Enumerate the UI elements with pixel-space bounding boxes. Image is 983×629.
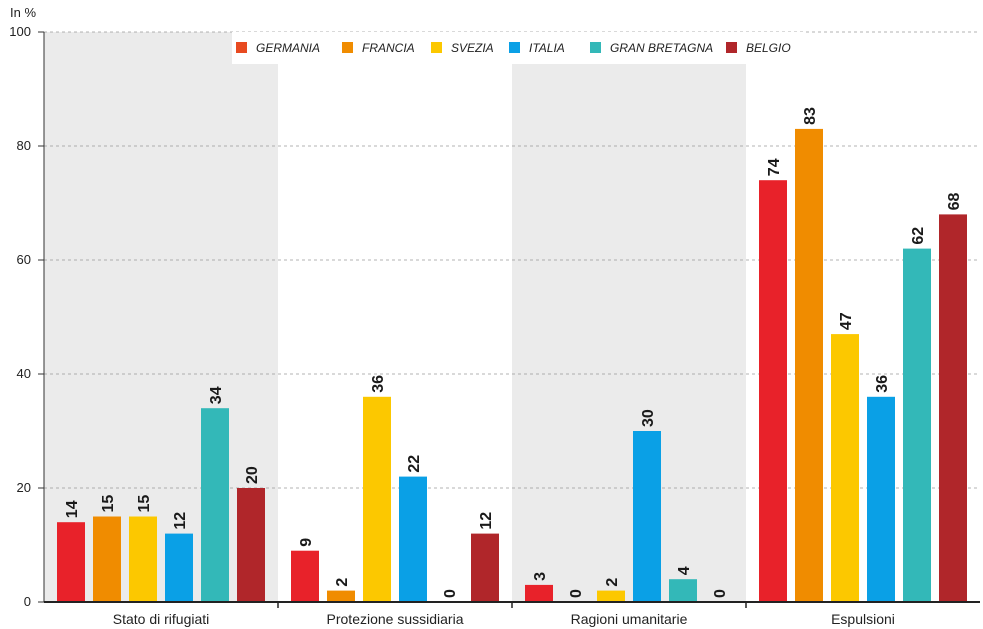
data-label: 36 [874,375,891,393]
data-label: 0 [568,589,585,598]
data-label: 12 [172,512,189,530]
data-label: 0 [442,589,459,598]
legend-swatch [342,42,353,53]
data-label: 36 [370,375,387,393]
legend-label: FRANCIA [362,41,415,55]
data-label: 15 [136,495,153,513]
legend-swatch [431,42,442,53]
bar-gran-bretagna [669,579,697,602]
bar-italia [867,396,895,602]
legend-swatch [726,42,737,53]
bar-italia [165,533,193,602]
legend-label: ITALIA [529,41,565,55]
bar-belgio [939,214,967,602]
y-axis-label: In % [10,5,36,20]
bar-germania [759,180,787,602]
bar-francia [327,590,355,602]
data-label: 3 [532,572,549,581]
data-label: 9 [298,538,315,547]
y-tick-label: 40 [17,366,31,381]
bar-italia [633,431,661,602]
data-label: 0 [712,589,729,598]
y-tick-label: 100 [9,24,31,39]
y-tick-label: 20 [17,480,31,495]
data-label: 2 [604,578,621,587]
legend-swatch [509,42,520,53]
bar-gran-bretagna [903,248,931,602]
legend-label: GERMANIA [256,41,320,55]
data-label: 83 [802,107,819,125]
legend-label: SVEZIA [451,41,494,55]
data-label: 20 [244,466,261,484]
bar-germania [291,550,319,602]
bar-francia [795,128,823,602]
category-label: Stato di rifugiati [113,611,210,627]
y-tick-label: 0 [24,594,31,609]
bar-svezia [597,590,625,602]
bar-svezia [129,516,157,602]
category-label: Espulsioni [831,611,895,627]
y-tick-label: 60 [17,252,31,267]
bar-svezia [831,334,859,602]
data-label: 22 [406,455,423,473]
bar-svezia [363,396,391,602]
bar-belgio [471,533,499,602]
data-label: 14 [64,500,81,518]
data-label: 47 [838,312,855,330]
data-label: 12 [478,512,495,530]
bar-francia [93,516,121,602]
data-label: 34 [208,386,225,404]
legend-label: GRAN BRETAGNA [610,41,713,55]
data-label: 15 [100,495,117,513]
bar-germania [57,522,85,602]
data-label: 68 [946,193,963,211]
data-label: 4 [676,566,693,575]
data-label: 30 [640,409,657,427]
data-label: 74 [766,158,783,176]
y-tick-label: 80 [17,138,31,153]
data-label: 62 [910,227,927,245]
category-band [512,32,746,602]
bar-germania [525,584,553,602]
category-label: Ragioni umanitarie [571,611,688,627]
bar-belgio [237,488,265,602]
legend-swatch [590,42,601,53]
bar-gran-bretagna [201,408,229,602]
legend-label: BELGIO [746,41,791,55]
bar-italia [399,476,427,602]
legend-swatch [236,42,247,53]
data-label: 2 [334,578,351,587]
category-label: Protezione sussidiaria [327,611,464,627]
